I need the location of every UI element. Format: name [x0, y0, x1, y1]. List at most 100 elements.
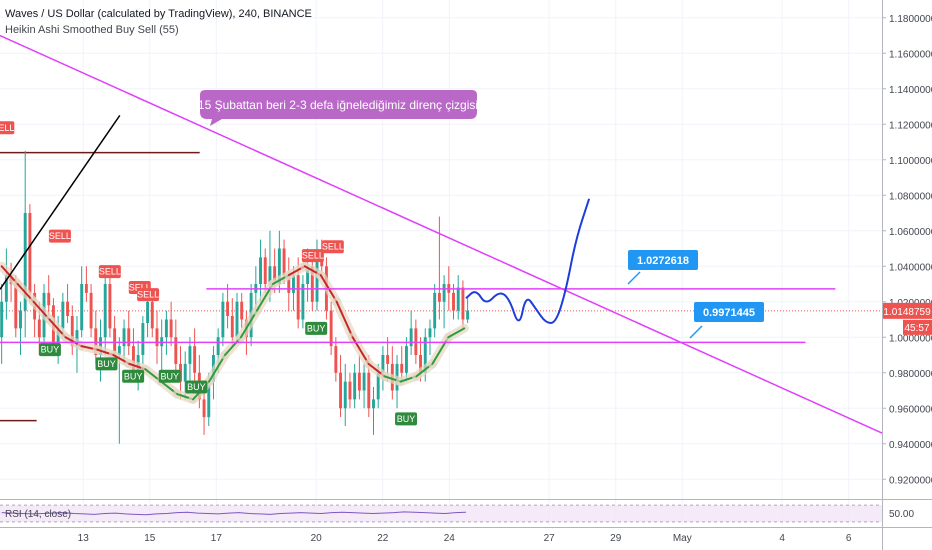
- support-price-text: 0.9971445: [703, 307, 755, 319]
- candle-body: [19, 310, 22, 329]
- signal-box: [305, 321, 328, 335]
- resistance-note-callout[interactable]: 15 Şubattan beri 2-3 defa iğnelediğimiz …: [198, 90, 478, 126]
- price-tick-label: 1.1600000: [889, 49, 932, 60]
- candle-body: [259, 257, 262, 284]
- support-price-label[interactable]: 0.9971445: [689, 302, 764, 339]
- candle-body: [268, 266, 272, 284]
- signal-text: SELL: [322, 242, 344, 252]
- candle-body: [84, 284, 88, 293]
- price-tick-label: 1.0600000: [889, 227, 932, 238]
- drawing-layer-front: [0, 34, 883, 434]
- candle-body: [466, 310, 470, 320]
- candle-body: [89, 292, 93, 329]
- candle-body: [442, 284, 446, 302]
- symbol-title[interactable]: Waves / US Dollar (calculated by Trading…: [5, 8, 312, 20]
- candle-body: [56, 328, 60, 345]
- countdown-value: 45:57: [904, 323, 929, 334]
- candle-body: [437, 292, 441, 302]
- candle-body: [226, 301, 230, 316]
- candle-body: [131, 346, 135, 373]
- candle-body: [122, 328, 126, 347]
- signal-text: SELL: [49, 231, 71, 241]
- resistance-price-label[interactable]: 1.0272618: [627, 250, 698, 285]
- candle-body: [456, 287, 460, 311]
- signal-box: [95, 357, 118, 371]
- candle-body: [343, 381, 347, 409]
- last-price-value: 1.0148759: [883, 307, 931, 318]
- time-tick-label: 13: [78, 533, 90, 544]
- time-tick-label: 24: [444, 533, 456, 544]
- sell-signal: SELL: [48, 229, 71, 243]
- time-tick-label: 29: [610, 533, 622, 544]
- candle-body: [23, 213, 27, 311]
- signal-box: [185, 380, 208, 394]
- candle-body: [292, 275, 295, 293]
- sell-signal: SELL: [0, 121, 15, 135]
- descending-trendline: [0, 34, 883, 434]
- candle-body: [150, 301, 154, 329]
- signal-text: BUY: [397, 414, 416, 424]
- sell-signal: SELL: [301, 249, 324, 263]
- buy-signal: BUY: [38, 343, 61, 357]
- buy-signal: BUY: [395, 412, 418, 426]
- price-tick-label: 1.0800000: [889, 191, 932, 202]
- time-axis[interactable]: 13 15 17 20 22 24 27 29 May 4 6: [78, 533, 852, 544]
- signal-text: BUY: [97, 359, 116, 369]
- candle-body: [28, 213, 32, 293]
- price-tick-label: 0.9600000: [889, 404, 932, 415]
- buy-signal: BUY: [185, 380, 208, 394]
- candle-body: [14, 284, 18, 329]
- signal-text: BUY: [124, 371, 143, 381]
- candle-body: [216, 337, 220, 355]
- signal-box: [38, 343, 61, 357]
- signal-box: [301, 249, 324, 263]
- signal-text: BUY: [41, 345, 60, 355]
- buy-signal: BUY: [122, 369, 145, 383]
- signal-box: [321, 240, 344, 254]
- rsi-level-label: 50.00: [889, 509, 914, 520]
- candle-body: [306, 266, 310, 284]
- signal-text: SELL: [137, 290, 159, 300]
- candle-body: [80, 284, 84, 331]
- candle-body: [263, 257, 267, 284]
- signal-text: SELL: [302, 251, 324, 261]
- buy-signal: BUY: [95, 357, 118, 371]
- sell-signal: SELL: [99, 265, 121, 279]
- candle-body: [301, 284, 305, 320]
- price-tick-label: 0.9800000: [889, 369, 932, 380]
- candle-body: [329, 310, 333, 347]
- candle-body: [183, 363, 187, 382]
- candle-body: [37, 319, 41, 338]
- signal-text: BUY: [160, 371, 179, 381]
- signal-box: [48, 229, 71, 243]
- buy-signal: BUY: [305, 321, 328, 335]
- price-axis[interactable]: 1.1800000 1.1600000 1.1400000 1.1200000 1.10…: [882, 14, 932, 487]
- candle-body: [164, 319, 168, 338]
- candle-body: [404, 346, 408, 373]
- resistance-price-text: 1.0272618: [637, 255, 689, 267]
- candle-body: [61, 301, 65, 329]
- resistance-note-text: 15 Şubattan beri 2-3 defa iğnelediğimiz …: [198, 98, 478, 112]
- price-tick-label: 1.0000000: [889, 333, 932, 344]
- candle-body: [174, 337, 178, 364]
- candle-body: [381, 355, 385, 373]
- candle-body: [409, 328, 413, 347]
- candle-body: [277, 248, 281, 284]
- buy-signal: BUY: [158, 369, 181, 383]
- candle-body: [273, 266, 277, 284]
- candle-body: [146, 301, 150, 324]
- signal-text: BUY: [307, 323, 326, 333]
- candle-body: [66, 301, 70, 316]
- indicator-title[interactable]: Heikin Ashi Smoothed Buy Sell (55): [5, 24, 179, 36]
- price-tick-label: 1.1200000: [889, 120, 932, 131]
- time-tick-label: 22: [377, 533, 389, 544]
- candle-body: [117, 346, 121, 355]
- price-tick-label: 1.1000000: [889, 156, 932, 167]
- candle-body: [433, 292, 437, 329]
- signal-box: [0, 121, 15, 135]
- candle-body: [282, 248, 286, 276]
- time-tick-label: May: [673, 533, 692, 544]
- signal-box: [122, 369, 145, 383]
